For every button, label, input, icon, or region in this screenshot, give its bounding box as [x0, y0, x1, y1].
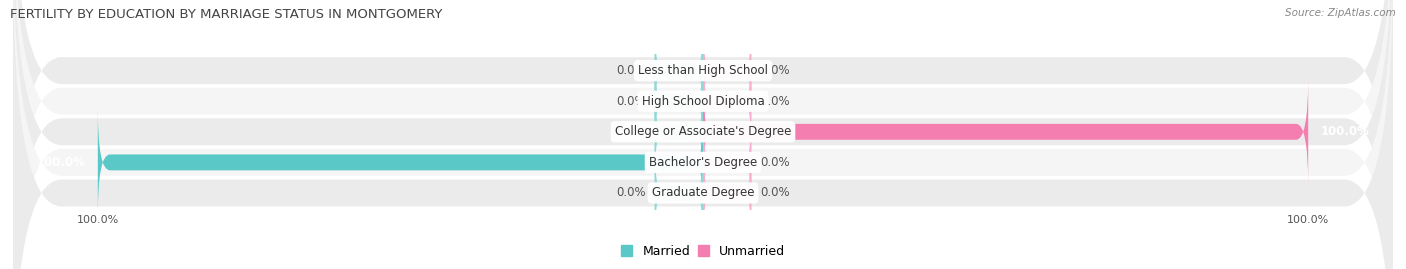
- FancyBboxPatch shape: [655, 140, 703, 246]
- Text: 0.0%: 0.0%: [761, 156, 790, 169]
- FancyBboxPatch shape: [13, 0, 1393, 269]
- Text: 0.0%: 0.0%: [616, 125, 645, 138]
- Text: Bachelor's Degree: Bachelor's Degree: [650, 156, 756, 169]
- Text: Less than High School: Less than High School: [638, 64, 768, 77]
- FancyBboxPatch shape: [98, 109, 703, 216]
- FancyBboxPatch shape: [13, 0, 1393, 269]
- Text: 0.0%: 0.0%: [761, 64, 790, 77]
- Text: 0.0%: 0.0%: [761, 95, 790, 108]
- FancyBboxPatch shape: [655, 17, 703, 124]
- Text: College or Associate's Degree: College or Associate's Degree: [614, 125, 792, 138]
- FancyBboxPatch shape: [703, 48, 751, 154]
- Text: High School Diploma: High School Diploma: [641, 95, 765, 108]
- FancyBboxPatch shape: [703, 140, 751, 246]
- Text: 0.0%: 0.0%: [616, 64, 645, 77]
- Text: 0.0%: 0.0%: [761, 186, 790, 200]
- Text: Graduate Degree: Graduate Degree: [652, 186, 754, 200]
- Legend: Married, Unmarried: Married, Unmarried: [616, 240, 790, 263]
- Text: 0.0%: 0.0%: [616, 186, 645, 200]
- Text: 100.0%: 100.0%: [37, 156, 86, 169]
- Text: FERTILITY BY EDUCATION BY MARRIAGE STATUS IN MONTGOMERY: FERTILITY BY EDUCATION BY MARRIAGE STATU…: [10, 8, 443, 21]
- FancyBboxPatch shape: [13, 0, 1393, 269]
- FancyBboxPatch shape: [703, 79, 1308, 185]
- FancyBboxPatch shape: [703, 109, 751, 216]
- Text: Source: ZipAtlas.com: Source: ZipAtlas.com: [1285, 8, 1396, 18]
- FancyBboxPatch shape: [13, 0, 1393, 269]
- FancyBboxPatch shape: [13, 0, 1393, 269]
- FancyBboxPatch shape: [703, 17, 751, 124]
- FancyBboxPatch shape: [655, 48, 703, 154]
- FancyBboxPatch shape: [655, 79, 703, 185]
- Text: 0.0%: 0.0%: [616, 95, 645, 108]
- Text: 100.0%: 100.0%: [1320, 125, 1369, 138]
